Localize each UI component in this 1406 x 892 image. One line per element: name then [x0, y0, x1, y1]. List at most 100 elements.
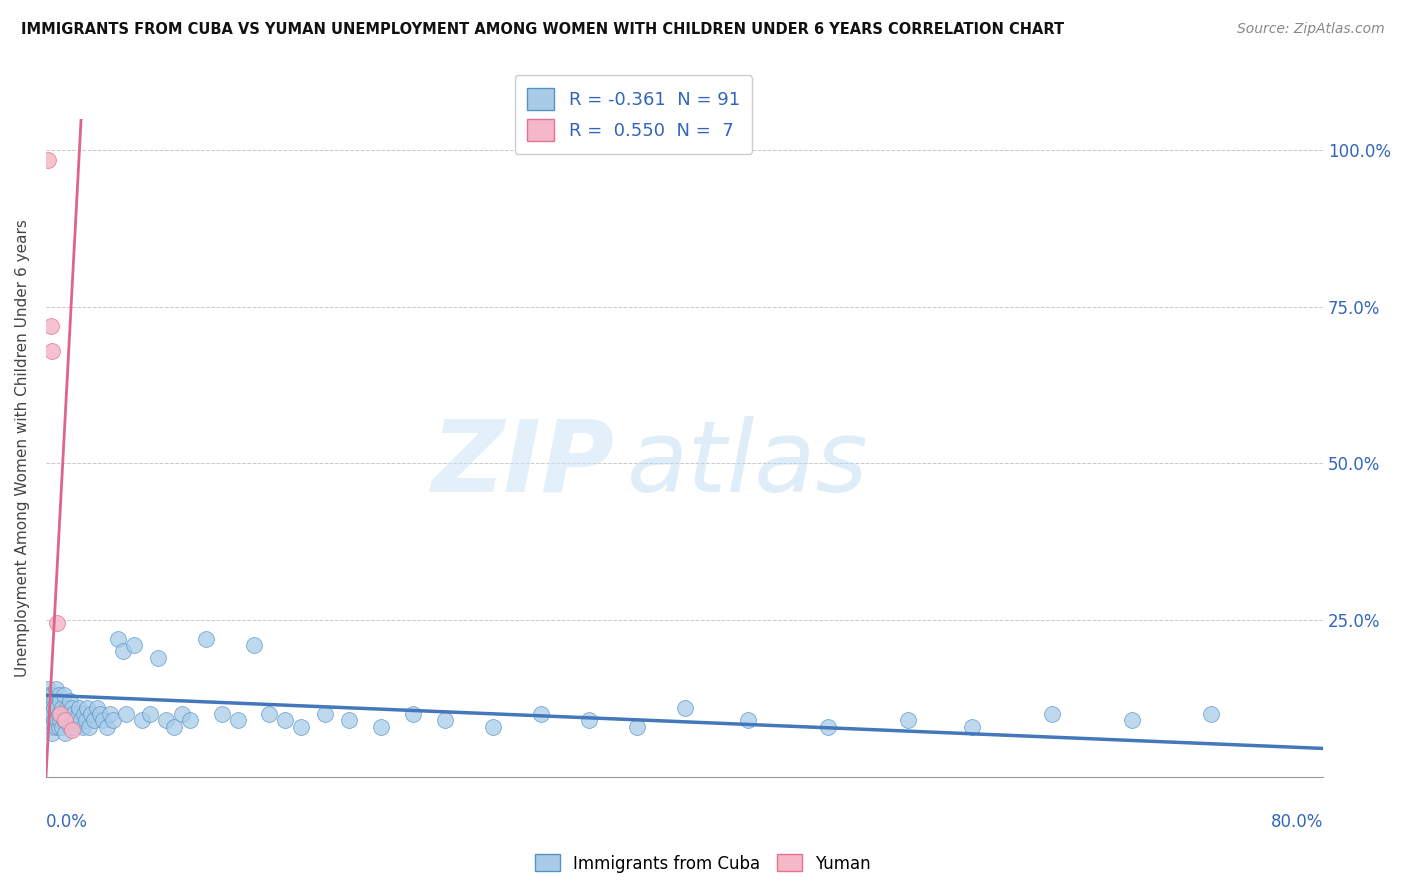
Text: ZIP: ZIP — [432, 416, 614, 513]
Text: 80.0%: 80.0% — [1271, 813, 1323, 830]
Point — [59, 694, 82, 708]
Point — [434, 713, 457, 727]
Point — [49, 694, 72, 708]
Point — [370, 719, 392, 733]
Point — [38, 688, 60, 702]
Point — [290, 719, 312, 733]
Point — [45, 719, 67, 733]
Y-axis label: Unemployment Among Women with Children Under 6 years: Unemployment Among Women with Children U… — [15, 219, 30, 677]
Point — [49, 713, 72, 727]
Point — [53, 713, 76, 727]
Point — [55, 713, 77, 727]
Point — [46, 713, 69, 727]
Point — [114, 706, 136, 721]
Point — [155, 713, 177, 727]
Point — [530, 706, 553, 721]
Point — [817, 719, 839, 733]
Point — [131, 713, 153, 727]
Point — [146, 650, 169, 665]
Point — [39, 694, 62, 708]
Point — [46, 700, 69, 714]
Point — [139, 706, 162, 721]
Point — [86, 700, 108, 714]
Point — [1040, 706, 1063, 721]
Point — [37, 153, 59, 167]
Point — [83, 713, 105, 727]
Point — [42, 694, 65, 708]
Point — [897, 713, 920, 727]
Legend: Immigrants from Cuba, Yuman: Immigrants from Cuba, Yuman — [529, 847, 877, 880]
Point — [107, 632, 129, 646]
Point — [51, 706, 73, 721]
Point — [41, 725, 63, 739]
Point — [73, 706, 96, 721]
Point — [79, 706, 101, 721]
Point — [52, 713, 75, 727]
Point — [1121, 713, 1143, 727]
Point — [122, 638, 145, 652]
Point — [70, 713, 93, 727]
Point — [179, 713, 201, 727]
Text: IMMIGRANTS FROM CUBA VS YUMAN UNEMPLOYMENT AMONG WOMEN WITH CHILDREN UNDER 6 YEA: IMMIGRANTS FROM CUBA VS YUMAN UNEMPLOYME… — [21, 22, 1064, 37]
Point — [63, 719, 86, 733]
Point — [38, 713, 60, 727]
Point — [69, 700, 91, 714]
Point — [45, 706, 67, 721]
Point — [402, 706, 425, 721]
Point — [626, 719, 648, 733]
Text: 0.0%: 0.0% — [46, 813, 87, 830]
Point — [89, 706, 111, 721]
Point — [314, 706, 336, 721]
Point — [274, 713, 297, 727]
Point — [170, 706, 193, 721]
Point — [578, 713, 600, 727]
Point — [482, 719, 505, 733]
Point — [59, 719, 82, 733]
Point — [101, 713, 124, 727]
Point — [96, 719, 118, 733]
Point — [58, 706, 80, 721]
Point — [52, 688, 75, 702]
Point — [49, 706, 72, 721]
Point — [960, 719, 983, 733]
Point — [1201, 706, 1223, 721]
Point — [39, 719, 62, 733]
Point — [39, 318, 62, 333]
Point — [65, 713, 87, 727]
Point — [259, 706, 281, 721]
Point — [51, 700, 73, 714]
Point — [51, 719, 73, 733]
Point — [98, 706, 121, 721]
Point — [60, 723, 83, 737]
Point — [48, 706, 70, 721]
Point — [72, 719, 94, 733]
Point — [66, 706, 89, 721]
Point — [337, 713, 360, 727]
Point — [211, 706, 233, 721]
Point — [77, 719, 100, 733]
Point — [53, 706, 76, 721]
Point — [46, 616, 69, 631]
Point — [53, 725, 76, 739]
Point — [42, 713, 65, 727]
Point — [673, 700, 696, 714]
Point — [48, 719, 70, 733]
Legend: R = -0.361  N = 91, R =  0.550  N =  7: R = -0.361 N = 91, R = 0.550 N = 7 — [515, 75, 752, 153]
Point — [37, 706, 59, 721]
Point — [93, 713, 115, 727]
Point — [41, 688, 63, 702]
Point — [48, 688, 70, 702]
Point — [60, 700, 83, 714]
Point — [737, 713, 759, 727]
Point — [76, 700, 98, 714]
Point — [60, 713, 83, 727]
Point — [39, 700, 62, 714]
Point — [55, 700, 77, 714]
Point — [42, 700, 65, 714]
Point — [242, 638, 264, 652]
Point — [163, 719, 186, 733]
Point — [37, 681, 59, 696]
Point — [226, 713, 249, 727]
Text: Source: ZipAtlas.com: Source: ZipAtlas.com — [1237, 22, 1385, 37]
Point — [62, 706, 84, 721]
